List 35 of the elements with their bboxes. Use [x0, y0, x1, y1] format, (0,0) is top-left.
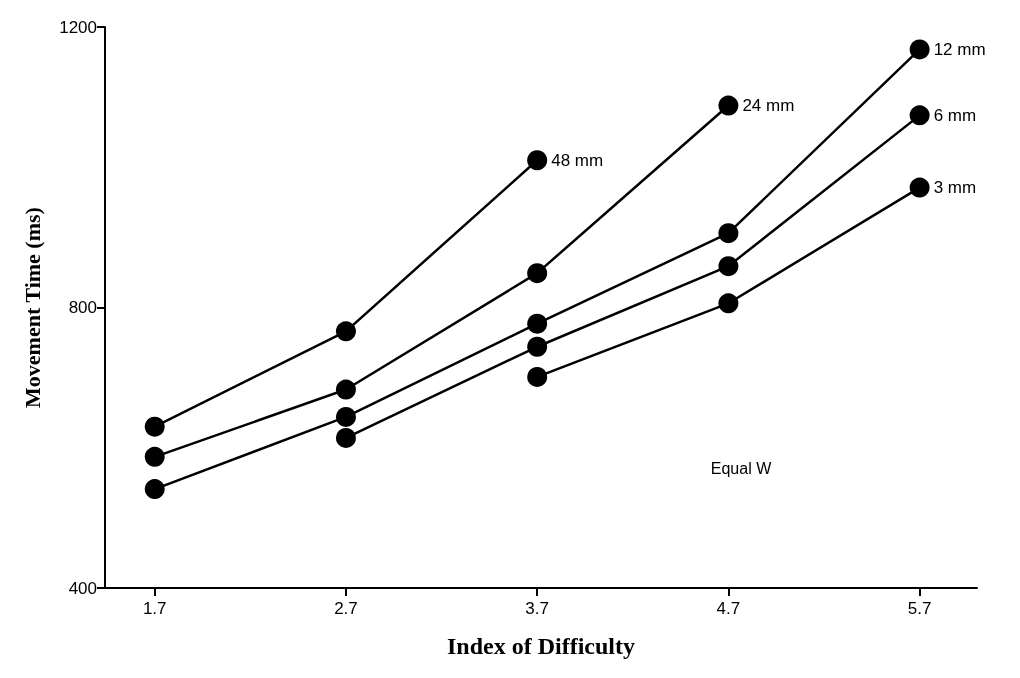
- x-tick-label: 4.7: [716, 599, 741, 618]
- point: [527, 366, 548, 387]
- series-label: 12 mm: [933, 39, 986, 59]
- series-label: 6 mm: [933, 105, 977, 125]
- x-axis-title: Index of Difficulty: [447, 633, 635, 659]
- point: [335, 406, 356, 427]
- series-label: 24 mm: [742, 96, 795, 116]
- point: [718, 256, 739, 277]
- point: [527, 313, 548, 334]
- point: [527, 150, 548, 171]
- point: [335, 321, 356, 342]
- point: [718, 293, 739, 314]
- x-tick-label: 2.7: [334, 599, 358, 618]
- point: [909, 105, 930, 126]
- point: [144, 479, 165, 500]
- y-tick-label: 1200: [59, 17, 97, 37]
- point: [527, 263, 548, 284]
- point: [909, 39, 930, 60]
- point: [335, 379, 356, 400]
- x-tick-label: 1.7: [142, 599, 167, 618]
- annotation: Equal W: [710, 459, 773, 477]
- point: [335, 427, 356, 448]
- point: [909, 177, 930, 198]
- x-tick-label: 5.7: [907, 599, 932, 618]
- y-tick-label: 400: [68, 578, 97, 598]
- series-label: 48 mm: [551, 150, 604, 170]
- point: [144, 416, 165, 437]
- point: [527, 336, 548, 357]
- x-tick-label: 3.7: [525, 599, 549, 618]
- point: [144, 446, 165, 467]
- y-tick-label: 800: [68, 298, 97, 317]
- y-axis-title: Movement Time (ms): [19, 207, 45, 408]
- point: [718, 223, 739, 244]
- point: [718, 95, 739, 116]
- series-label: 3 mm: [933, 178, 977, 198]
